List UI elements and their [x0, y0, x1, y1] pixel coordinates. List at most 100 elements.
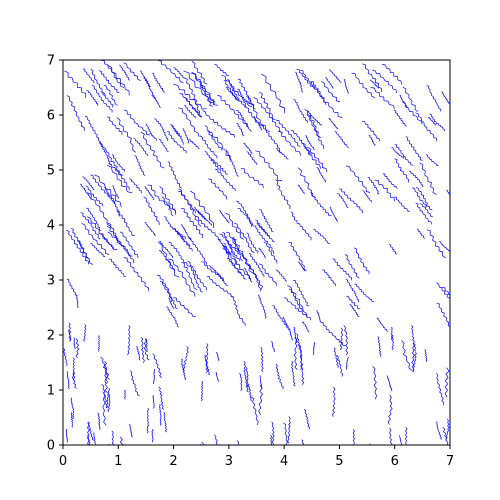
streamline-327: [152, 395, 155, 409]
streamline-154: [405, 136, 423, 161]
streamline-176: [320, 81, 341, 102]
streamline-53: [98, 70, 120, 94]
streamline-91: [173, 83, 207, 110]
streamline-272: [215, 372, 219, 382]
streamline-108: [215, 168, 236, 192]
streamline-236: [234, 222, 255, 253]
streamline-104: [258, 263, 277, 286]
streamline-99: [86, 207, 102, 232]
streamline-173: [425, 154, 439, 166]
streamline-291: [287, 416, 291, 444]
streamline-287: [102, 391, 107, 426]
streamline-90: [66, 95, 85, 131]
streamline-117: [123, 62, 141, 81]
streamline-103: [90, 243, 106, 257]
x-tick-label-1: 1: [114, 454, 122, 469]
streamline-8: [255, 219, 275, 243]
streamline-141: [144, 186, 155, 201]
streamline-299: [291, 360, 296, 387]
streamline-69: [170, 123, 180, 137]
streamline-293: [152, 368, 156, 385]
streamline-119: [214, 63, 229, 76]
streamline-175: [411, 187, 427, 208]
streamline-98: [225, 151, 239, 177]
streamline-106: [204, 151, 222, 172]
x-tick-label-3: 3: [225, 454, 233, 469]
streamline-353: [100, 356, 110, 380]
streamline-220: [292, 280, 310, 307]
streamline-307: [387, 394, 393, 425]
streamline-305: [312, 342, 316, 356]
streamline-65: [202, 110, 235, 138]
streamline-188: [345, 165, 371, 193]
streamline-258: [344, 254, 360, 279]
y-axis: 0 1 2 3 4 5 6 7: [47, 54, 63, 454]
streamline-317: [424, 349, 428, 362]
streamline-232: [388, 243, 398, 255]
streamline-19: [108, 163, 130, 191]
streamline-22: [255, 150, 283, 181]
streamline-340: [332, 386, 336, 417]
streamline-42: [259, 91, 276, 121]
streamline-1: [246, 151, 258, 165]
streamline-234: [255, 227, 275, 255]
streamline-37: [116, 117, 137, 153]
streamline-233: [322, 269, 336, 287]
streamline-125: [84, 115, 101, 145]
streamline-184: [393, 110, 408, 127]
streamline-319: [301, 439, 305, 445]
streamline-341: [293, 337, 298, 370]
streamline-351: [339, 327, 344, 350]
streamline-179: [306, 146, 328, 173]
streamline-302: [146, 407, 149, 434]
streamline-97: [248, 252, 265, 278]
streamline-257: [287, 285, 308, 318]
streamline-185: [371, 69, 397, 94]
streamline-213: [381, 64, 402, 85]
streamline-160: [296, 69, 315, 89]
streamline-309: [130, 370, 140, 397]
streamline-261: [419, 203, 433, 218]
streamline-130: [107, 65, 130, 96]
x-tick-label-4: 4: [280, 454, 288, 469]
streamline-280: [250, 396, 259, 426]
streamline-215: [159, 280, 178, 310]
streamline-4: [109, 258, 127, 278]
streamline-153: [328, 117, 339, 130]
streamline-374: [73, 337, 76, 350]
streamline-3: [112, 185, 119, 199]
streamline-344: [98, 335, 100, 352]
streamline-311: [215, 351, 220, 362]
x-tick-label-2: 2: [169, 454, 177, 469]
streamline-248: [275, 269, 288, 282]
streamline-86: [180, 207, 204, 239]
streamline-137: [164, 216, 186, 239]
streamline-322: [87, 434, 91, 445]
streamline-376: [72, 357, 75, 380]
streamline-346: [289, 328, 294, 341]
streamline-127: [236, 122, 245, 137]
streamline-279: [259, 375, 263, 389]
streamline-214: [306, 110, 322, 126]
streamline-364: [136, 345, 141, 361]
streamline-254: [230, 295, 246, 327]
streamline-245: [288, 241, 307, 271]
streamline-326: [299, 344, 303, 371]
streamline-324: [214, 434, 218, 445]
streamline-123: [242, 101, 264, 127]
streamline-15: [91, 84, 113, 113]
streamline-208: [408, 170, 424, 187]
streamline-273: [293, 326, 298, 344]
plot-frame: [62, 59, 451, 446]
streamline-183: [328, 69, 342, 83]
streamline-140: [139, 70, 151, 87]
streamline-195: [343, 78, 349, 94]
streamline-223: [354, 283, 375, 303]
streamline-372: [70, 397, 75, 419]
streamline-63: [235, 109, 252, 133]
streamline-41: [168, 241, 190, 267]
streamline-312: [107, 393, 111, 413]
streamline-276: [352, 429, 355, 445]
streamline-143: [189, 265, 203, 293]
